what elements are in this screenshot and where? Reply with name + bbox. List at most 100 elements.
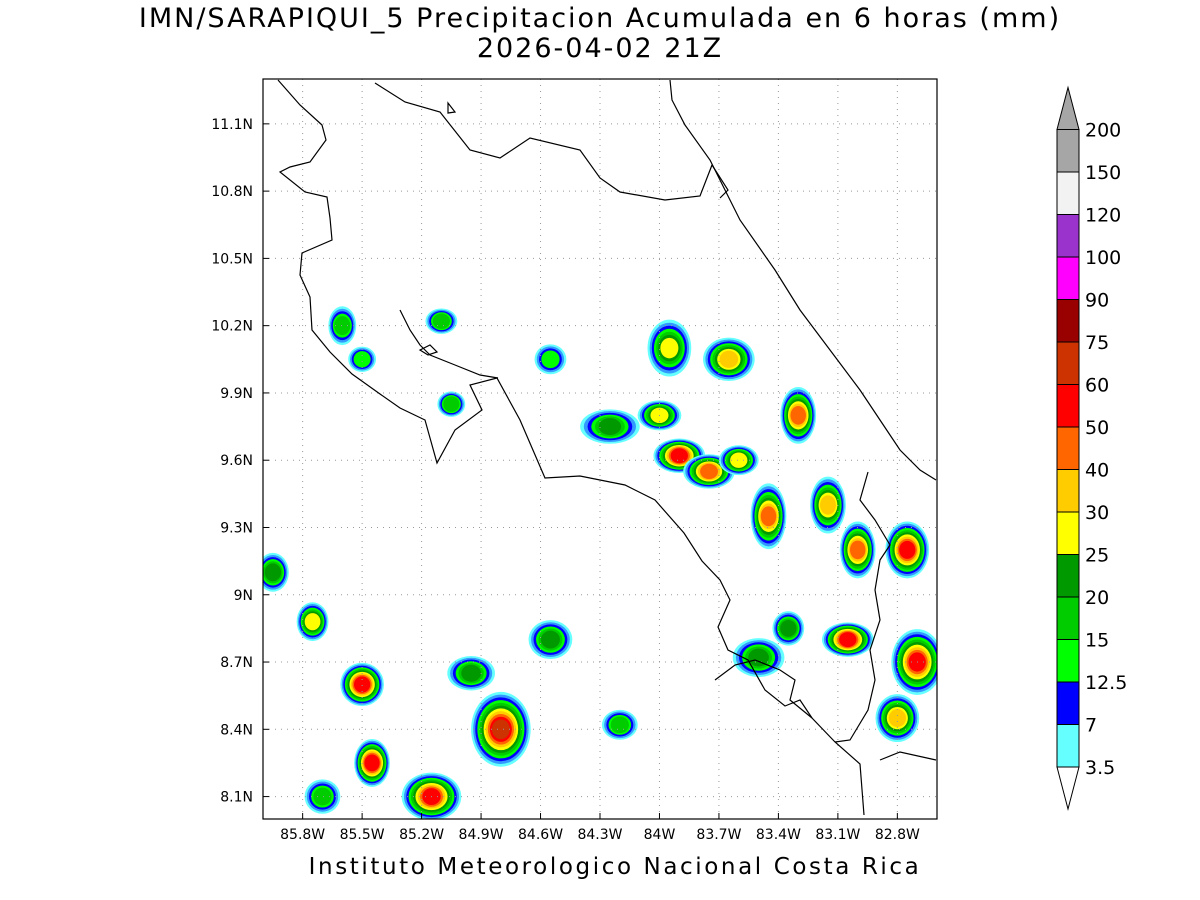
colorbar-label: 7 bbox=[1085, 715, 1097, 737]
precip-contour bbox=[849, 540, 866, 560]
osa-peninsula bbox=[714, 659, 813, 719]
precip-contour bbox=[443, 396, 460, 412]
colorbar-label: 20 bbox=[1085, 587, 1109, 609]
x-tick-label: 82.8W bbox=[875, 827, 920, 843]
colorbar-swatch-bottom bbox=[1056, 766, 1080, 811]
colorbar-swatch-top bbox=[1056, 85, 1080, 130]
map-frame bbox=[262, 78, 938, 820]
precip-contour bbox=[264, 563, 282, 582]
precip-contour bbox=[353, 351, 371, 368]
y-tick-label: 11.1N bbox=[211, 117, 253, 133]
colorbar-label: 15 bbox=[1085, 630, 1109, 652]
colorbar-swatch bbox=[1056, 341, 1080, 385]
colorbar-label: 150 bbox=[1085, 162, 1121, 184]
precip-contour bbox=[610, 716, 629, 734]
colorbar-swatch bbox=[1056, 214, 1080, 258]
precip-cell bbox=[534, 344, 567, 375]
x-tick-label: 83.4W bbox=[756, 827, 801, 843]
x-tick-label: 83.1W bbox=[815, 827, 860, 843]
precip-cell bbox=[471, 691, 531, 767]
precip-cell bbox=[354, 739, 390, 787]
colorbar-swatch bbox=[1056, 426, 1080, 470]
colorbar-label: 60 bbox=[1085, 375, 1109, 397]
y-tick-label: 10.8N bbox=[211, 184, 253, 200]
colorbar-label: 200 bbox=[1085, 120, 1121, 142]
precipitation-layer bbox=[263, 306, 937, 819]
precip-cell bbox=[425, 308, 458, 334]
colorbar-swatch bbox=[1056, 171, 1080, 215]
precip-cell bbox=[810, 476, 846, 534]
colorbar-label: 75 bbox=[1085, 332, 1109, 354]
colorbar-swatch bbox=[1056, 681, 1080, 725]
coastline-borders bbox=[277, 79, 937, 816]
precip-cell bbox=[875, 694, 920, 743]
precip-cell bbox=[447, 656, 495, 691]
y-tick-label: 8.4N bbox=[220, 722, 253, 738]
precip-contour bbox=[670, 448, 688, 464]
precip-contour bbox=[780, 619, 797, 637]
precip-cell bbox=[304, 779, 341, 814]
precip-cell bbox=[780, 386, 817, 444]
precip-contour bbox=[899, 540, 916, 559]
caribbean-coast bbox=[669, 79, 937, 481]
nicaragua-border bbox=[374, 82, 729, 201]
colorbar-label: 100 bbox=[1085, 247, 1121, 269]
y-tick-label: 8.7N bbox=[220, 655, 253, 671]
precip-cell bbox=[732, 638, 785, 678]
colorbar-swatch bbox=[1056, 724, 1080, 768]
map-title: IMN/SARAPIQUI_5 Precipitacion Acumulada … bbox=[138, 3, 1062, 34]
precip-contour bbox=[819, 495, 836, 515]
y-tick-label: 9N bbox=[234, 588, 253, 604]
precip-contour bbox=[730, 452, 748, 468]
panama-border bbox=[834, 471, 891, 743]
precip-cell bbox=[601, 709, 638, 740]
longitude-axis: 85.8W 85.5W 85.2W 84.9W 84.6W 84.3W 84W 83.7W 83… bbox=[280, 813, 920, 843]
colorbar-label: 25 bbox=[1085, 545, 1109, 567]
latitude-axis: 8.1N 8.4N 8.7N 9N 9.3N 9.6N 9.9N 10.2N 10.5N 10.8… bbox=[211, 117, 269, 806]
precip-cell bbox=[528, 620, 573, 660]
precip-contour bbox=[461, 664, 482, 682]
gulf-nicoya-shore bbox=[399, 309, 499, 379]
colorbar-legend: 3.5 7 12.5 15 20 25 30 40 50 60 75 90 100 120 150 200 bbox=[1056, 85, 1127, 811]
precip-cell bbox=[580, 409, 640, 444]
precip-contour bbox=[760, 506, 777, 527]
island-nicoya bbox=[418, 344, 439, 356]
x-tick-label: 83.7W bbox=[696, 827, 741, 843]
x-tick-label: 85.5W bbox=[340, 827, 385, 843]
precip-cell bbox=[703, 337, 755, 382]
precip-cell bbox=[437, 391, 466, 417]
precip-contour bbox=[432, 313, 450, 329]
precip-cell bbox=[885, 521, 930, 579]
precip-contour bbox=[491, 719, 510, 740]
precip-contour bbox=[364, 754, 380, 772]
x-tick-label: 85.2W bbox=[399, 827, 444, 843]
precip-contour bbox=[790, 406, 807, 425]
colorbar-label: 50 bbox=[1085, 417, 1109, 439]
precip-contour bbox=[598, 418, 622, 436]
y-tick-label: 10.5N bbox=[211, 251, 253, 267]
precip-cell bbox=[718, 445, 759, 476]
footer-credit: Instituto Meteorologico Nacional Costa R… bbox=[308, 854, 922, 880]
colorbar-swatch bbox=[1056, 469, 1080, 513]
y-tick-label: 9.3N bbox=[220, 520, 253, 536]
precip-contour bbox=[353, 676, 371, 693]
colorbar-label: 3.5 bbox=[1085, 757, 1115, 779]
colorbar-label: 90 bbox=[1085, 290, 1109, 312]
colorbar-swatch bbox=[1056, 384, 1080, 428]
lat-lon-grid bbox=[263, 79, 937, 819]
colorbar-swatch bbox=[1056, 256, 1080, 300]
colorbar-swatch bbox=[1056, 596, 1080, 640]
colorbar-label: 30 bbox=[1085, 502, 1109, 524]
precip-cell bbox=[772, 611, 805, 646]
map-valid-time: 2026-04-02 21Z bbox=[476, 33, 724, 64]
precip-contour bbox=[888, 709, 906, 728]
colorbar-swatch bbox=[1056, 129, 1080, 173]
colorbar-swatch bbox=[1056, 554, 1080, 598]
x-tick-label: 84.9W bbox=[459, 827, 504, 843]
precip-cell bbox=[348, 346, 377, 373]
island-small bbox=[447, 101, 457, 114]
precip-cell bbox=[821, 622, 874, 657]
precip-contour bbox=[540, 630, 560, 649]
x-tick-label: 85.8W bbox=[280, 827, 325, 843]
